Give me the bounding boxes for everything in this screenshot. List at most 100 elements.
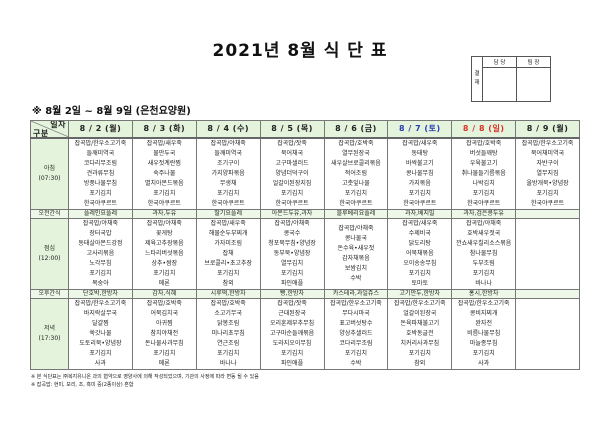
- menu-cell: 블루베리요플레: [323, 209, 389, 219]
- menu-cell: 잡곡밥/한우소고기죽 무다시마국 표고버섯탕수 양상추샐러드 코다리무조림 포기김치 수박: [323, 298, 389, 370]
- menu-item: 물만두국: [153, 150, 176, 157]
- menu-item: 한국야쿠르트: [403, 200, 437, 207]
- approval-header-manager: 담 당: [482, 56, 517, 68]
- menu-item: 잡곡밥/새우죽: [402, 220, 438, 227]
- approval-sign-manager[interactable]: [482, 67, 517, 102]
- row-label-name: 아침: [43, 165, 56, 172]
- menu-cell: [515, 218, 580, 290]
- menu-cell: [515, 209, 580, 219]
- menu-cell: 잡곡밥/호박죽 열무된장국 새우살브로콜리볶음 적어조림 고춧잎나물 포기김치 한국야쿠르트: [323, 137, 389, 210]
- menu-item: 미나리초무침: [211, 330, 245, 337]
- menu-item: 감자,식혜: [152, 290, 177, 298]
- row-label-name: 저녁: [43, 325, 56, 332]
- menu-item: 호박동글전: [406, 330, 434, 337]
- menu-item: 깐쇼새우칠리소스볶음: [456, 240, 512, 247]
- approval-header-team-lead: 팀 장: [516, 56, 551, 68]
- menu-cell: 잡곡밥/한우소고기죽 얼갈이된장국 돈육파채불고기 호박동글전 치커리사과무침 포기김치 참…: [387, 298, 453, 370]
- approval-sign-team-lead[interactable]: [516, 67, 551, 102]
- day-header-8: 8 / 9 (월): [515, 120, 580, 139]
- menu-cell: [515, 298, 580, 370]
- menu-item: 잡곡밥/야채죽: [210, 140, 246, 147]
- menu-item: 콩비지찌개: [469, 310, 498, 317]
- meal-plan-table: 일자 구분 8 / 2 (월) 8 / 3 (화) 8 / 4 (수) 8 / 5 (…: [30, 120, 580, 370]
- menu-cell: 딸기요플레: [195, 209, 261, 219]
- menu-item: 사과: [478, 360, 490, 367]
- menu-item: 연근조림: [217, 340, 240, 347]
- menu-item: 오리훈제부추무침: [269, 320, 315, 327]
- menu-cell: 잡곡밥/야채죽 들깨미역국 조기구이 가지양파볶음 무생채 포기김치 한국야쿠르트: [195, 137, 261, 210]
- row-label: 저녁 (17:30): [30, 298, 69, 370]
- row-label-time: (07:30): [38, 175, 61, 182]
- menu-cell: 과자,두유: [131, 209, 197, 219]
- menu-item: 고춧잎나물: [342, 180, 370, 187]
- menu-cell: 잡곡밥/잣죽 근대된장국 오리훈제부추무침 고구마순들깨볶음 도라지오이무침 포기김치 파인…: [259, 298, 325, 370]
- menu-item: 적어조림: [344, 170, 367, 177]
- table-area: 일자 구분 8 / 2 (월) 8 / 3 (화) 8 / 4 (수) 8 / 5 (…: [30, 120, 580, 389]
- menu-item: 과자,두유: [152, 210, 177, 218]
- menu-item: 한국야쿠르트: [531, 200, 565, 207]
- menu-item: 쑥갓나물: [89, 330, 112, 337]
- menu-item: 아몬드두유,과자: [271, 210, 313, 218]
- corner-category-label: 구분: [33, 129, 49, 138]
- menu-cell: 단호박,한방차: [68, 289, 133, 299]
- menu-cell: 잡곡밥/한우소고기죽 콩비지찌개 완자전 비름나물무침 마늘종무침 포기김치 사과: [451, 298, 517, 370]
- menu-item: 잡곡밥/잣죽: [277, 140, 307, 147]
- menu-item: 수박: [350, 275, 362, 282]
- menu-cell: 잡곡밥/한우소고기죽 바지락살무국 달걀찜 쑥갓나물 도토리묵•양념장 포기김치 사과: [68, 298, 133, 370]
- snack-row: 오전간식 플레인요플레 과자,두유 딸기요플레 아몬드두유,과자 블루베리요플레 과자,베지…: [30, 209, 580, 219]
- menu-item: 포기김치: [344, 190, 367, 197]
- menu-item: 버섯들깨탕: [469, 150, 498, 157]
- approval-label: 결재: [471, 56, 483, 102]
- menu-item: 어묵채볶음: [406, 250, 434, 257]
- menu-item: 바지락살무국: [83, 310, 117, 317]
- menu-cell: 잡곡밥/야채죽 호박새우젓국 깐쇼새우칠리소스볶음 참나물무침 두부조림 포기김치 바나나: [451, 218, 517, 290]
- menu-item: 장터국밥: [89, 230, 112, 237]
- menu-item: 딸기요플레: [214, 210, 242, 218]
- menu-item: 청포묵무침•양념장: [268, 240, 316, 247]
- menu-item: 포기김치: [89, 350, 112, 357]
- menu-item: 콩국수: [283, 230, 301, 237]
- menu-cell: 시루떡,한방차: [195, 289, 261, 299]
- menu-item: 참외: [222, 280, 234, 287]
- row-label: 오전간식: [30, 209, 69, 219]
- menu-item: 시루떡,한방차: [210, 290, 246, 298]
- menu-item: 감자채볶음: [342, 255, 370, 262]
- menu-item: 양념더덕구이: [275, 170, 309, 177]
- day-header-4: 8 / 5 (목): [259, 120, 325, 139]
- menu-item: 달걀찜: [92, 320, 109, 327]
- menu-item: 닭봉조림: [217, 320, 240, 327]
- menu-item: 참치야채전: [150, 330, 179, 337]
- row-label-time: (12:00): [38, 255, 61, 262]
- menu-item: 무다시마국: [342, 310, 370, 317]
- menu-item: 돈수육•새우젓: [337, 245, 375, 252]
- menu-item: 해물순두부찌개: [208, 230, 248, 237]
- menu-item: 치커리사과무침: [400, 340, 440, 347]
- menu-item: 바나나: [219, 360, 237, 367]
- menu-item: 잡곡밥/야채죽: [146, 220, 182, 227]
- menu-item: 포기김치: [408, 190, 431, 197]
- menu-item: 어묵김치국: [150, 310, 179, 317]
- menu-item: 포기김치: [281, 270, 304, 277]
- menu-item: 참외: [414, 360, 426, 367]
- menu-item: 새우살브로콜리볶음: [331, 160, 381, 167]
- menu-item: 잡곡밥/야채죽: [338, 225, 374, 232]
- menu-item: 포기김치: [472, 350, 495, 357]
- row-label: 점심 (12:00): [30, 218, 69, 290]
- menu-item: 가지볶음: [408, 180, 431, 187]
- menu-item: 보쌈김치: [344, 265, 367, 272]
- menu-item: 노각무침: [89, 260, 112, 267]
- menu-cell: 잡곡밥/잣죽 북어채국 고구마샐러드 양념더덕구이 얼갈이된장지짐 포기김치 한국야쿠르트: [259, 137, 325, 210]
- menu-item: 파인애플: [281, 280, 304, 287]
- menu-item: 과자,검은콩두유: [463, 210, 504, 218]
- menu-cell: 잡곡밥/새우죽 동태탕 바싹불고기 콩나물무침 가지볶음 포기김치 한국야쿠르트: [387, 137, 453, 210]
- menu-item: 한국야쿠르트: [147, 200, 181, 207]
- menu-cell: 잡곡밥/호박죽 소고기무국 닭봉조림 미나리초무침 연근조림 포기김치 바나나: [195, 298, 261, 370]
- menu-cell: 잡곡밥/새우죽 수제비국 닭도리탕 어묵채볶음 오이송송무침 포기김치 토마토: [387, 218, 453, 290]
- menu-item: 카스테라,과일쥬스: [332, 290, 379, 298]
- menu-item: 잡곡밥/한우소고기죽: [74, 300, 127, 307]
- menu-item: 잡곡밥/야채죽: [82, 220, 119, 227]
- menu-item: 잡곡밥/새우죽: [402, 140, 438, 147]
- menu-item: 숙주나물: [153, 170, 176, 177]
- row-label-name: 오전간식: [38, 210, 61, 218]
- footnotes: ※ 본 식단표는 ㈜복지유니온 과의 협약으로 영양사에 의해 작성되었으며, …: [30, 373, 580, 389]
